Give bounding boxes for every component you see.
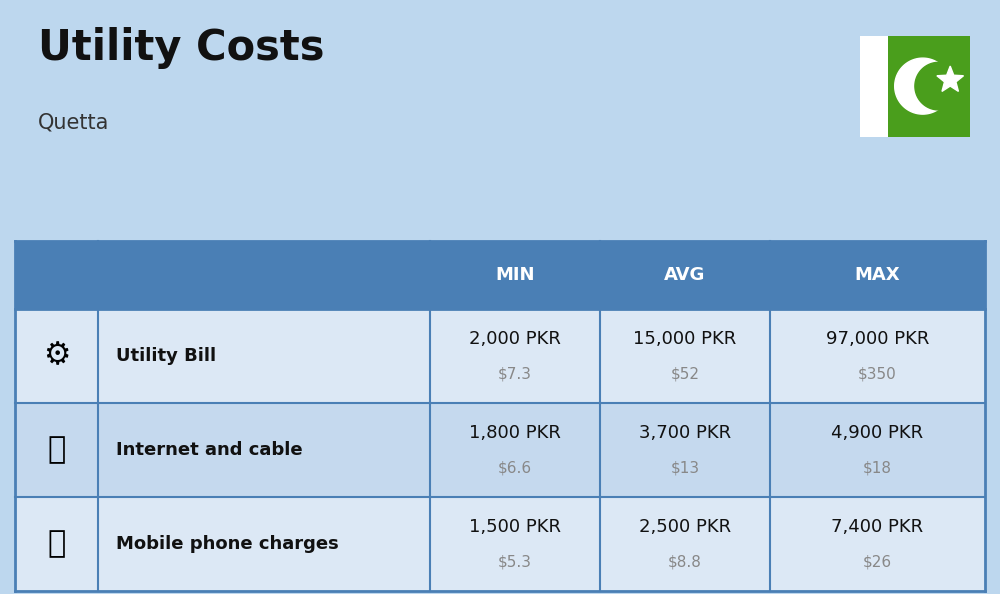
Text: 📶: 📶 [47,435,66,465]
Text: $5.3: $5.3 [498,554,532,569]
Text: $13: $13 [670,460,700,475]
Text: Utility Bill: Utility Bill [116,347,216,365]
Text: Quetta: Quetta [38,113,109,133]
Text: $52: $52 [670,366,700,381]
Text: 📱: 📱 [47,529,66,558]
Text: 2,500 PKR: 2,500 PKR [639,519,731,536]
Text: 1,500 PKR: 1,500 PKR [469,519,561,536]
Text: $350: $350 [858,366,897,381]
Bar [15,403,985,497]
Text: 1,800 PKR: 1,800 PKR [469,424,561,443]
Text: 2,000 PKR: 2,000 PKR [469,330,561,348]
Text: 3,700 PKR: 3,700 PKR [639,424,731,443]
Text: ⚙: ⚙ [43,342,70,371]
Text: $18: $18 [863,460,892,475]
Text: $7.3: $7.3 [498,366,532,381]
Text: MIN: MIN [495,266,535,284]
Text: $8.8: $8.8 [668,554,702,569]
Text: Utility Costs: Utility Costs [38,27,324,69]
Text: 4,900 PKR: 4,900 PKR [831,424,924,443]
Text: 15,000 PKR: 15,000 PKR [633,330,737,348]
Text: MAX: MAX [855,266,900,284]
Polygon shape [895,58,951,114]
Bar [15,241,985,309]
Text: $26: $26 [863,554,892,569]
Bar [888,36,970,137]
Text: AVG: AVG [664,266,706,284]
Bar [860,36,888,137]
Bar [15,309,985,403]
Text: Internet and cable: Internet and cable [116,441,303,459]
Text: $6.6: $6.6 [498,460,532,475]
Bar [15,497,985,591]
Text: Mobile phone charges: Mobile phone charges [116,535,339,553]
Text: 7,400 PKR: 7,400 PKR [831,519,924,536]
Polygon shape [915,62,962,110]
Text: 97,000 PKR: 97,000 PKR [826,330,929,348]
Polygon shape [937,66,964,91]
